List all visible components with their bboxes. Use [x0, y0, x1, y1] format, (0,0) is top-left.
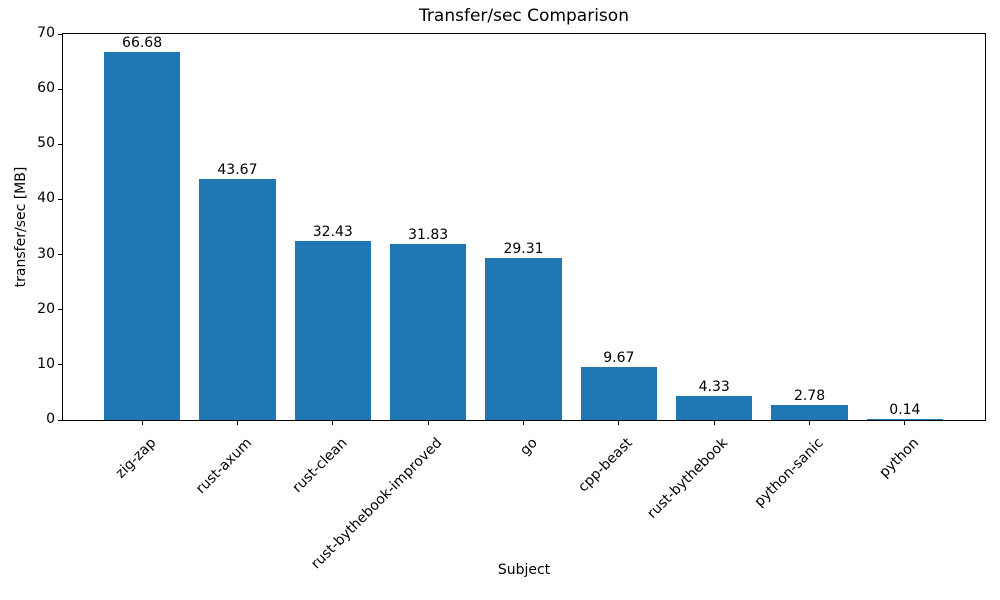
x-tick-mark	[713, 421, 715, 425]
y-tick-mark	[58, 364, 62, 366]
y-tick-label: 50	[37, 135, 55, 152]
y-tick-label: 20	[37, 300, 55, 317]
bar-cpp-beast	[580, 366, 657, 420]
x-tick-label: go	[517, 435, 541, 459]
y-tick-mark	[58, 33, 62, 35]
bar-value-label: 29.31	[503, 241, 544, 258]
y-tick-mark	[58, 419, 62, 421]
y-tick-label: 0	[46, 411, 55, 427]
y-tick-label: 60	[37, 80, 55, 97]
bar-value-label: 66.68	[122, 35, 163, 52]
y-tick-label: 70	[37, 25, 55, 41]
x-axis-title: Subject	[497, 562, 551, 578]
y-tick-label: 10	[37, 355, 55, 372]
y-tick-mark	[58, 198, 62, 200]
y-tick-label: 30	[37, 245, 55, 262]
y-tick-mark	[58, 309, 62, 311]
bar-value-label: 4.33	[698, 379, 730, 396]
bar-python	[866, 419, 944, 420]
x-tick-label: rust-bythebook	[644, 435, 732, 522]
x-tick-label: rust-clean	[289, 435, 351, 496]
bar-rust-bythebook-improved	[390, 244, 467, 420]
y-axis-title: transfer/sec [MB]	[13, 166, 29, 288]
y-tick-mark	[58, 143, 62, 145]
y-tick-mark	[58, 88, 62, 90]
bar-python-sanic	[771, 404, 848, 420]
bar-value-label: 9.67	[603, 349, 635, 366]
x-tick-mark	[809, 421, 811, 425]
x-tick-mark	[904, 421, 906, 425]
bar-rust-clean	[294, 241, 371, 420]
y-tick-label: 40	[37, 190, 55, 207]
bar-value-label: 0.14	[889, 402, 921, 418]
bar-zig-zap	[103, 52, 181, 420]
bar-value-label: 2.78	[793, 387, 826, 404]
bar-go	[485, 258, 562, 420]
x-tick-label: rust-axum	[192, 435, 255, 498]
x-tick-mark	[618, 421, 620, 425]
x-tick-mark	[141, 421, 143, 425]
bar-rust-bythebook	[676, 396, 753, 420]
x-tick-mark	[427, 421, 429, 425]
x-tick-label: python-sanic	[751, 435, 827, 511]
bar-value-label: 31.83	[408, 227, 449, 244]
bar-rust-axum	[199, 179, 276, 420]
bar-value-label: 43.67	[217, 162, 258, 179]
x-tick-mark	[236, 421, 238, 425]
x-tick-label: python	[876, 435, 923, 481]
x-tick-label: zig-zap	[112, 435, 160, 482]
y-tick-mark	[58, 254, 62, 256]
x-tick-label: cpp-beast	[575, 435, 637, 496]
x-tick-mark	[332, 421, 334, 425]
bar-value-label: 32.43	[312, 224, 353, 241]
x-tick-mark	[523, 421, 524, 425]
chart-title: Transfer/sec Comparison	[419, 6, 629, 26]
